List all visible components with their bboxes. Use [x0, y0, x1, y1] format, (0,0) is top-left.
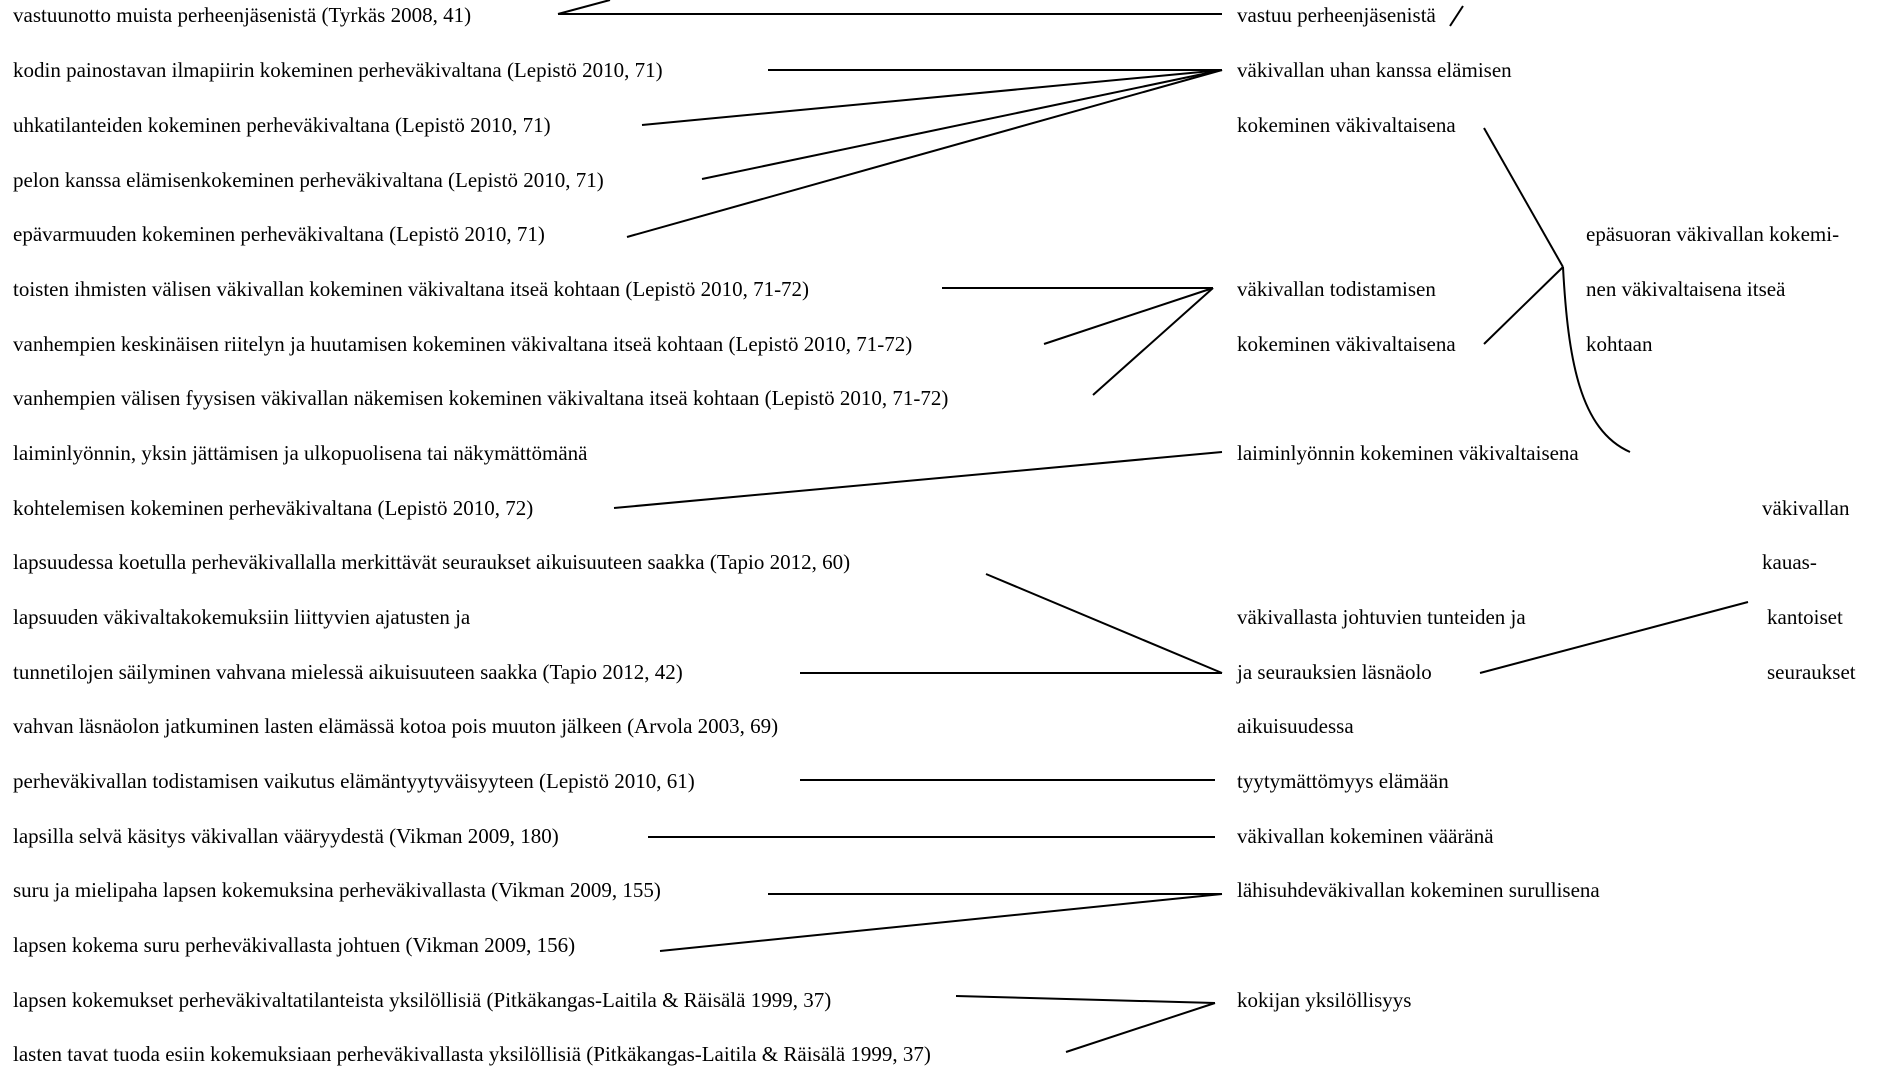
- left-item: tunnetilojen säilyminen vahvana mielessä…: [13, 660, 683, 684]
- left-item: lapsuuden väkivaltakokemuksiin liittyvie…: [13, 605, 471, 629]
- left-item: lapsilla selvä käsitys väkivallan vääryy…: [13, 824, 559, 848]
- middle-item: väkivallan uhan kanssa elämisen: [1237, 58, 1512, 82]
- left-item: vanhempien välisen fyysisen väkivallan n…: [13, 386, 949, 410]
- middle-item: aikuisuudessa: [1237, 714, 1354, 738]
- middle-item: väkivallan kokeminen vääränä: [1237, 824, 1494, 848]
- left-item: lasten tavat tuoda esiin kokemuksiaan pe…: [13, 1042, 931, 1066]
- connector-line: [1092, 287, 1214, 396]
- middle-item: laiminlyönnin kokeminen väkivaltaisena: [1237, 441, 1579, 465]
- connector-line: [626, 69, 1223, 238]
- left-item: suru ja mielipaha lapsen kokemuksina per…: [13, 878, 661, 902]
- connector-line: [1043, 287, 1214, 345]
- main-item: kauas-: [1762, 550, 1817, 574]
- middle-item: lähisuhdeväkivallan kokeminen surullisen…: [1237, 878, 1600, 902]
- middle-item: kokeminen väkivaltaisena: [1237, 113, 1456, 137]
- middle-item: vastuu perheenjäsenistä: [1237, 3, 1436, 27]
- upper-item: kohtaan: [1586, 332, 1653, 356]
- main-item: väkivallan: [1762, 496, 1850, 520]
- connector-line: [955, 995, 1216, 1004]
- left-item: vanhempien keskinäisen riitelyn ja huuta…: [13, 332, 913, 356]
- middle-item: ja seurauksien läsnäolo: [1237, 660, 1432, 684]
- connector-line: [1483, 127, 1564, 268]
- connector-line: [1449, 5, 1464, 27]
- left-item: vahvan läsnäolon jatkuminen lasten elämä…: [13, 714, 779, 738]
- connector-line: [557, 0, 611, 15]
- middle-item: väkivallasta johtuvien tunteiden ja: [1237, 605, 1526, 629]
- connector-line: [1065, 1002, 1216, 1053]
- left-item: vastuunotto muista perheenjäsenistä (Tyr…: [13, 3, 472, 27]
- connector-line: [641, 69, 1223, 126]
- left-item: kodin painostavan ilmapiirin kokeminen p…: [13, 58, 663, 82]
- left-item: kohtelemisen kokeminen perheväkivaltana …: [13, 496, 534, 520]
- left-item: laiminlyönnin, yksin jättämisen ja ulkop…: [13, 441, 588, 465]
- upper-item: epäsuoran väkivallan kokemi-: [1586, 222, 1840, 246]
- left-item: pelon kanssa elämisenkokeminen perheväki…: [13, 168, 604, 192]
- left-item: epävarmuuden kokeminen perheväkivaltana …: [13, 222, 545, 246]
- connector-line: [701, 69, 1223, 180]
- connector-line: [613, 451, 1223, 509]
- middle-item: kokijan yksilöllisyys: [1237, 988, 1412, 1012]
- main-item: seuraukset: [1767, 660, 1856, 684]
- left-item: toisten ihmisten välisen väkivallan koke…: [13, 277, 810, 301]
- connector-line: [985, 573, 1223, 674]
- middle-item: väkivallan todistamisen: [1237, 277, 1436, 301]
- left-item: lapsen kokema suru perheväkivallasta joh…: [13, 933, 576, 957]
- connector-line: [659, 893, 1223, 952]
- connector-line: [1483, 266, 1564, 345]
- left-item: lapsuudessa koetulla perheväkivallalla m…: [13, 550, 851, 574]
- left-item: uhkatilanteiden kokeminen perheväkivalta…: [13, 113, 551, 137]
- left-item: perheväkivallan todistamisen vaikutus el…: [13, 769, 695, 793]
- middle-item: tyytymättömyys elämään: [1237, 769, 1449, 793]
- middle-item: kokeminen väkivaltaisena: [1237, 332, 1456, 356]
- main-item: kantoiset: [1767, 605, 1843, 629]
- connector-line: [1479, 601, 1749, 674]
- upper-item: nen väkivaltaisena itseä: [1586, 277, 1786, 301]
- connector-curve: [1562, 266, 1631, 453]
- left-item: lapsen kokemukset perheväkivaltatilantei…: [13, 988, 832, 1012]
